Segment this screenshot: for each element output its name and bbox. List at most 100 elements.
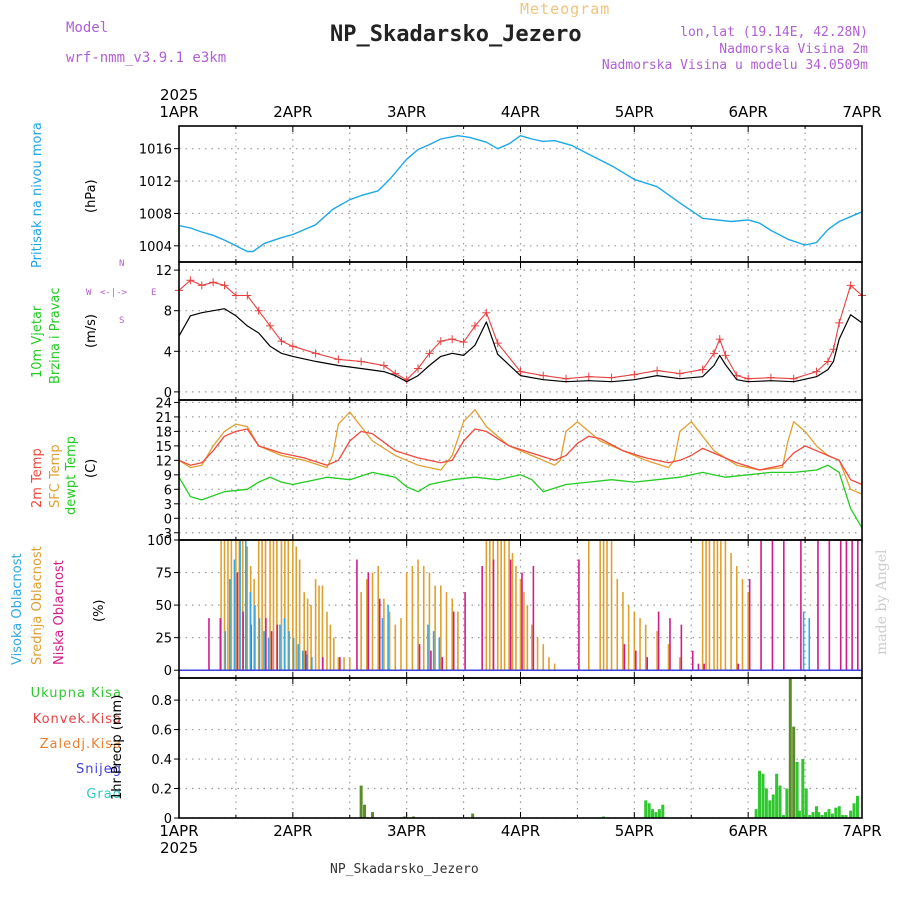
- precip-bar: [792, 726, 796, 818]
- y-tick-label: 9: [164, 469, 172, 484]
- gust-marker: [209, 278, 218, 287]
- gust-marker: [630, 370, 639, 379]
- compass-s: S: [119, 316, 125, 326]
- precip-bar: [841, 815, 845, 818]
- year-label-bottom: 2025: [160, 839, 198, 857]
- gust-marker: [436, 337, 445, 346]
- precip-bar: [844, 815, 848, 818]
- precip-bar: [820, 815, 824, 818]
- compass-w: W: [86, 288, 92, 298]
- precip-bar: [855, 795, 859, 818]
- precip-bar: [657, 809, 661, 818]
- y-tick-label: 50: [155, 599, 172, 614]
- model-version: wrf-nmm_v3.9.1 e3km: [66, 50, 227, 66]
- y-tick-label: 8: [164, 305, 172, 320]
- precip-label-snow: Snijeg: [76, 762, 122, 777]
- gust-marker: [425, 349, 434, 358]
- gust-marker: [254, 306, 263, 315]
- y-tick-label: 15: [155, 440, 172, 455]
- compass-arrows: <-|->: [100, 288, 128, 298]
- precip-label-conv: Konvek.Kisa: [32, 712, 122, 727]
- gust-marker: [266, 321, 275, 330]
- precip-bar: [371, 812, 375, 818]
- precip-bar: [768, 800, 772, 818]
- precip-bar: [852, 803, 856, 818]
- y-tick-label: 0.6: [151, 724, 172, 739]
- precip-bar: [761, 773, 765, 818]
- temp-2m-line: [178, 428, 863, 486]
- compass-e: E: [151, 288, 157, 298]
- y-tick-label: 6: [164, 483, 172, 498]
- gust-marker: [186, 276, 195, 285]
- precip-bar: [811, 812, 815, 818]
- precip-bar: [758, 770, 762, 818]
- gust-marker: [715, 335, 724, 344]
- y-tick-label: 1012: [139, 175, 172, 190]
- precip-bar: [830, 813, 834, 818]
- y-tick-label: 0: [164, 664, 172, 679]
- date-label-top: 1APR: [159, 103, 198, 121]
- date-label-top: 3APR: [387, 103, 426, 121]
- precip-bar: [644, 800, 648, 818]
- precip-bar: [647, 803, 651, 818]
- y-tick-label: 25: [155, 632, 172, 647]
- precip-label-total: Ukupna Kisa: [30, 686, 122, 701]
- gust-marker: [584, 372, 593, 381]
- y-tick-label: 21: [155, 411, 172, 426]
- gust-marker: [391, 369, 400, 378]
- date-label-bottom: 1APR: [159, 822, 198, 840]
- y-tick-label: 4: [164, 345, 172, 360]
- y-tick-label: 1004: [139, 240, 172, 255]
- y-tick-label: 0: [164, 386, 172, 401]
- dewpoint-line: [178, 464, 863, 529]
- compass-n: N: [119, 259, 125, 269]
- precip-bar: [781, 815, 785, 818]
- model-label: Model: [66, 20, 109, 36]
- y-tick-label: 1016: [139, 143, 172, 158]
- precip-bar: [359, 785, 363, 818]
- year-label-top: 2025: [160, 86, 198, 104]
- date-label-top: 7APR: [842, 103, 881, 121]
- pressure-line: [178, 134, 863, 253]
- gust-marker: [846, 281, 855, 290]
- footer-station: NP_Skadarsko_Jezero: [330, 862, 479, 877]
- gust-marker: [243, 291, 252, 300]
- precip-bar: [363, 804, 367, 818]
- precip-bar: [654, 812, 658, 818]
- gust-marker: [607, 373, 616, 382]
- date-label-top: 2APR: [273, 103, 312, 121]
- gust-marker: [835, 318, 844, 327]
- precip-bar: [849, 810, 853, 818]
- precip-bar: [801, 759, 805, 818]
- precip-bar: [804, 788, 808, 818]
- precip-bar: [808, 815, 812, 818]
- y-tick-label: 0: [164, 812, 172, 827]
- station-title: NP_Skadarsko_Jezero: [330, 22, 582, 47]
- precip-bar: [797, 810, 801, 818]
- gust-marker: [710, 349, 719, 358]
- gust-marker: [379, 361, 388, 370]
- precip-bar: [795, 762, 799, 818]
- y-tick-label: 18: [155, 425, 172, 440]
- gust-marker: [812, 367, 821, 376]
- date-label-bottom: 7APR: [842, 822, 881, 840]
- precip-bar: [661, 804, 665, 818]
- date-label-top: 5APR: [615, 103, 654, 121]
- y-tick-label: 0.8: [151, 694, 172, 709]
- precip-bar: [754, 809, 758, 818]
- y-tick-label: 0.4: [151, 753, 172, 768]
- gust-marker: [197, 281, 206, 290]
- product-title: Meteogram: [520, 0, 611, 18]
- y-tick-label: 24: [155, 396, 172, 411]
- gust-marker: [459, 338, 468, 347]
- precip-bar: [837, 806, 841, 818]
- precip-bar: [824, 812, 828, 818]
- precip-bar: [775, 773, 779, 818]
- gust-marker: [470, 321, 479, 330]
- y-tick-label: 1008: [139, 207, 172, 222]
- wind-speed-line: [178, 308, 863, 383]
- y-tick-label: 100: [147, 534, 172, 549]
- y-tick-label: 0: [164, 512, 172, 527]
- y-tick-label: 12: [155, 454, 172, 469]
